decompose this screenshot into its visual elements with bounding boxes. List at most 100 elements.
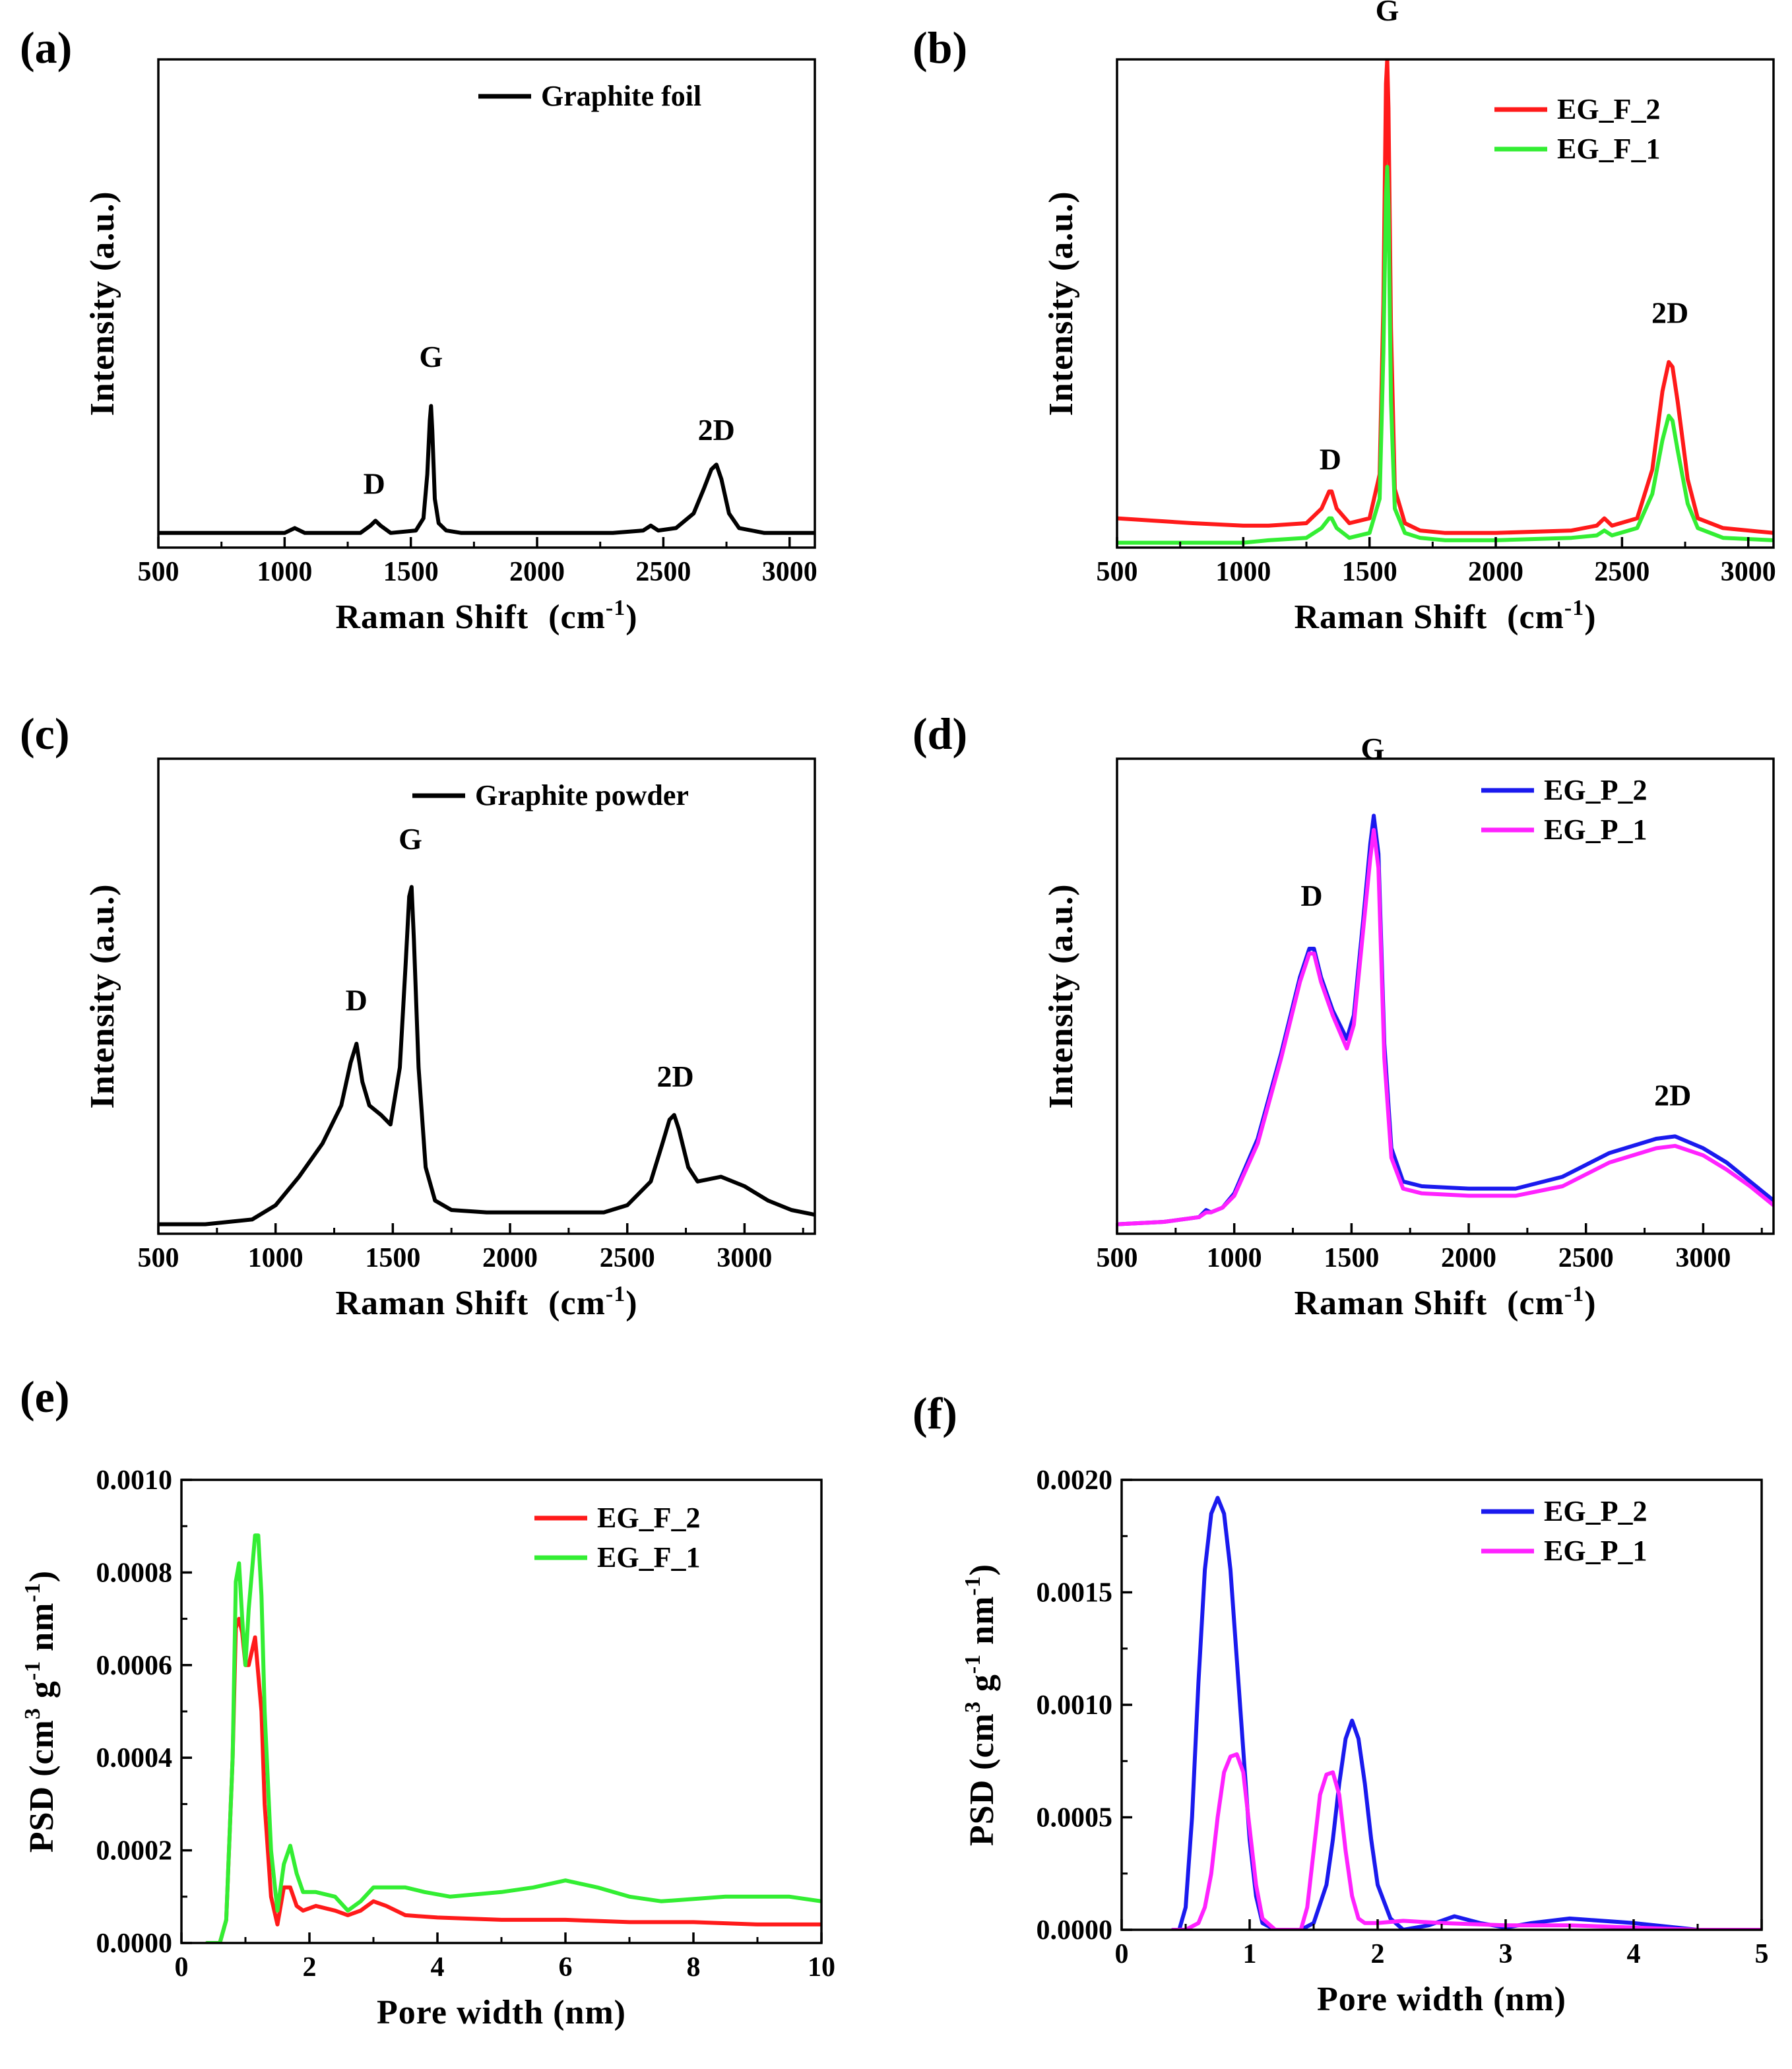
y-tick-label: 0.0015 — [1037, 1578, 1113, 1608]
y-axis-title: Intensity (a.u.) — [84, 883, 121, 1108]
x-tick-label: 8 — [687, 1952, 701, 1983]
legend-label: EG_P_1 — [1544, 813, 1647, 846]
legend-label: EG_F_1 — [1557, 133, 1660, 165]
series-line-eg-p-2 — [1170, 1496, 1762, 1930]
panel-label: (b) — [912, 22, 967, 73]
peak-label: 2D — [698, 413, 735, 447]
x-tick-label: 3 — [1499, 1939, 1513, 1969]
peak-label: G — [1376, 0, 1399, 27]
panel-label: (d) — [912, 709, 967, 759]
legend: EG_P_2 EG_P_1 — [1481, 774, 1647, 846]
y-tick-label: 0.0000 — [1037, 1915, 1113, 1946]
x-tick-label: 3000 — [1721, 557, 1776, 587]
legend-label: EG_P_2 — [1544, 1495, 1647, 1527]
peak-label: D — [346, 984, 368, 1017]
x-tick-label: 500 — [138, 557, 179, 587]
series-group — [1117, 813, 1774, 1226]
series-line-graphite-foil — [158, 404, 815, 535]
peak-label: G — [419, 340, 443, 373]
y-axis-title: PSD (cm3 g-1 nm-1) — [20, 1570, 61, 1853]
legend-label: EG_F_2 — [1557, 93, 1660, 125]
x-axis-title: Raman Shift (cm-1) — [1294, 596, 1596, 636]
legend-label: EG_F_2 — [597, 1502, 700, 1534]
x-tick-label: 2500 — [1558, 1243, 1614, 1273]
series-line-eg-p-2 — [1117, 813, 1774, 1226]
x-tick-label: 2000 — [509, 557, 565, 587]
series-line-eg-f-1 — [205, 1533, 821, 1943]
x-axis-title: Raman Shift (cm-1) — [1294, 1282, 1596, 1322]
y-axis-title: Intensity (a.u.) — [84, 191, 121, 416]
series-line-eg-f-2 — [205, 1616, 821, 1943]
series-group — [158, 404, 815, 535]
legend: EG_P_2 EG_P_1 — [1481, 1495, 1647, 1567]
y-axis-title: Intensity (a.u.) — [1042, 883, 1080, 1108]
x-tick-label: 2000 — [1468, 557, 1523, 587]
y-tick-label: 0.0008 — [96, 1558, 173, 1588]
x-tick-label: 4 — [1627, 1939, 1641, 1969]
plot-frame — [157, 58, 816, 549]
series-group — [1170, 1496, 1762, 1930]
peak-label: 2D — [1651, 296, 1688, 330]
chart-panel-a: (a) 500 1000 1500 2000 2500 3000 Raman Shift (cm… — [20, 22, 817, 636]
series-group — [158, 885, 815, 1226]
legend-label: Graphite foil — [541, 80, 701, 112]
y-tick-label: 0.0010 — [96, 1465, 173, 1496]
plot-frame — [1120, 1479, 1763, 1931]
legend-label: EG_P_2 — [1544, 774, 1647, 806]
x-tick-label: 500 — [1097, 1243, 1138, 1273]
y-tick-label: 0.0006 — [96, 1651, 173, 1681]
y-tick-label: 0.0004 — [96, 1743, 173, 1773]
plot-frame — [180, 1479, 823, 1944]
chart-panel-f: (f) 0 1 2 3 4 5 0.0000 0.0005 0.0010 0.0015 0.0020 P… — [912, 1388, 1769, 2018]
x-tick-label: 1500 — [1342, 557, 1397, 587]
x-tick-label: 1000 — [248, 1243, 304, 1273]
x-tick-label: 1000 — [1207, 1243, 1262, 1273]
peak-label: G — [399, 822, 422, 856]
x-tick-label: 1500 — [383, 557, 439, 587]
x-axis-title: Raman Shift (cm-1) — [335, 596, 637, 636]
chart-panel-e: (e) 0 2 4 6 8 10 0.0000 0.0002 0.0004 0.0006 0.0008… — [20, 1372, 835, 2031]
series-line-eg-p-1 — [1170, 1752, 1762, 1930]
plot-frame — [157, 757, 816, 1235]
peak-label: 2D — [656, 1060, 693, 1093]
x-tick-label: 0 — [175, 1952, 189, 1983]
x-tick-label: 2500 — [1594, 557, 1649, 587]
chart-panel-d: (d) 500 1000 1500 2000 2500 3000 Raman Shift (cm… — [912, 709, 1775, 1322]
y-tick-label: 0.0002 — [96, 1836, 173, 1866]
legend: Graphite powder — [412, 779, 689, 812]
x-axis-title: Raman Shift (cm-1) — [335, 1282, 637, 1322]
x-tick-label: 500 — [1097, 557, 1138, 587]
y-axis-title: PSD (cm3 g-1 nm-1) — [961, 1564, 1001, 1846]
x-tick-label: 3000 — [762, 557, 817, 587]
y-tick-label: 0.0000 — [96, 1928, 173, 1959]
x-tick-label: 3000 — [717, 1243, 772, 1273]
x-tick-label: 5 — [1755, 1939, 1769, 1969]
peak-label: D — [1320, 443, 1341, 476]
panel-label: (f) — [912, 1388, 957, 1438]
x-tick-label: 2500 — [600, 1243, 655, 1273]
plot-frame — [1116, 58, 1775, 549]
x-tick-label: 2500 — [635, 557, 691, 587]
x-tick-label: 2 — [1371, 1939, 1385, 1969]
peak-label: 2D — [1654, 1079, 1691, 1112]
x-tick-label: 1500 — [365, 1243, 420, 1273]
legend: Graphite foil — [478, 80, 701, 112]
legend-label: Graphite powder — [475, 779, 689, 812]
x-axis-title: Pore width (nm) — [377, 1994, 626, 2031]
x-tick-label: 1000 — [1215, 557, 1271, 587]
plot-frame — [1116, 757, 1775, 1235]
x-tick-label: 2000 — [1441, 1243, 1496, 1273]
panel-label: (a) — [20, 22, 72, 73]
panel-label: (e) — [20, 1372, 69, 1422]
y-tick-label: 0.0020 — [1037, 1465, 1113, 1496]
series-line-eg-f-1 — [1117, 164, 1774, 545]
x-tick-label: 4 — [431, 1952, 445, 1983]
series-group — [1117, 59, 1774, 545]
y-tick-label: 0.0010 — [1037, 1690, 1113, 1721]
x-tick-label: 1500 — [1324, 1243, 1379, 1273]
x-tick-label: 2000 — [482, 1243, 538, 1273]
legend: EG_F_2 EG_F_1 — [1494, 93, 1660, 165]
legend: EG_F_2 EG_F_1 — [534, 1502, 700, 1574]
series-line-eg-f-2 — [1117, 59, 1774, 535]
